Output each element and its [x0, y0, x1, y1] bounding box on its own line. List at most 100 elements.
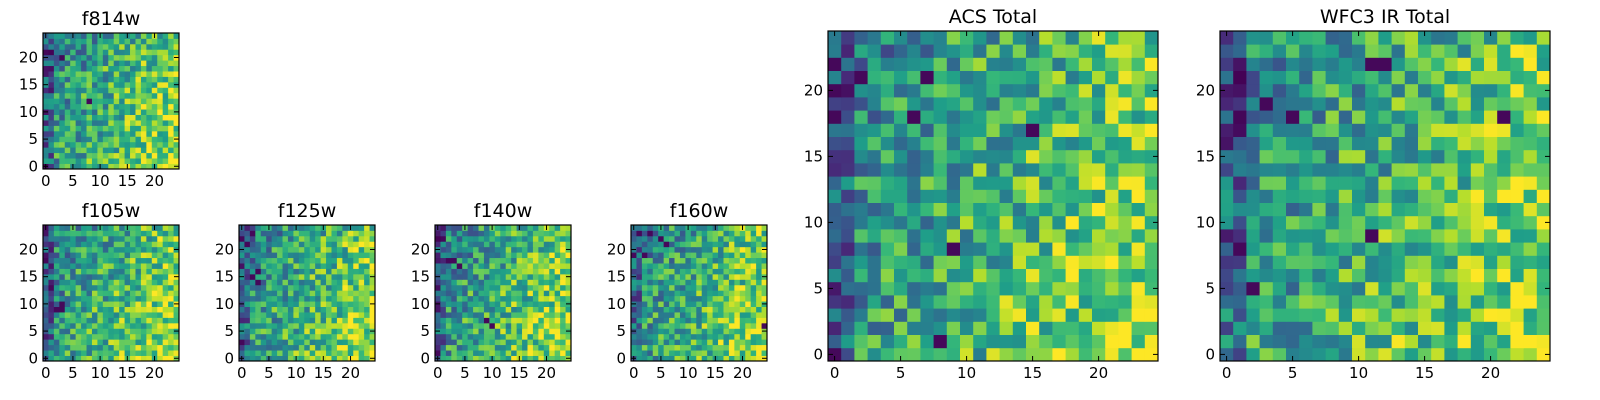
heatmap-cell	[1052, 242, 1066, 256]
heatmap-cell	[652, 268, 659, 275]
heatmap-cell	[91, 103, 98, 110]
heatmap-cell	[108, 49, 115, 56]
heatmap-cell	[652, 257, 659, 264]
heatmap-cell	[841, 229, 855, 243]
heatmap-cell	[679, 273, 686, 280]
heatmap-cell	[347, 290, 354, 297]
heatmap-cell	[53, 49, 60, 56]
heatmap-cell	[135, 54, 142, 61]
heatmap-cell	[728, 273, 735, 280]
heatmap-cell	[734, 268, 741, 275]
heatmap-cell	[364, 273, 370, 280]
heatmap-cell	[1312, 255, 1326, 269]
heatmap-cell	[364, 252, 370, 259]
heatmap-cell	[298, 241, 305, 248]
heatmap-cell	[636, 301, 643, 307]
heatmap-cell	[277, 279, 283, 286]
heatmap-cell	[64, 38, 71, 45]
heatmap-cell	[1457, 308, 1472, 322]
heatmap-cell	[894, 281, 908, 296]
x-tick-label: 10	[287, 364, 306, 382]
heatmap-cell	[451, 339, 458, 346]
heatmap-cell	[663, 284, 670, 291]
heatmap-cell	[91, 38, 98, 45]
heatmap-cell	[1039, 281, 1053, 296]
heatmap-cell	[1510, 242, 1524, 256]
heatmap-cell	[48, 306, 55, 313]
heatmap-cell	[336, 322, 343, 329]
heatmap-cell	[894, 149, 908, 164]
heatmap-cell	[1065, 176, 1080, 190]
heatmap-cell	[669, 273, 675, 280]
heatmap-cell	[364, 279, 370, 286]
heatmap-cell	[674, 295, 681, 302]
heatmap-cell	[91, 333, 98, 340]
heatmap-cell	[130, 98, 136, 105]
heatmap-cell	[140, 312, 147, 318]
heatmap-cell	[1272, 31, 1287, 45]
heatmap-cell	[70, 241, 77, 248]
heatmap-cell	[97, 54, 104, 61]
heatmap-cell	[554, 246, 561, 253]
heatmap-cell	[326, 225, 332, 231]
heatmap-cell	[151, 312, 158, 318]
heatmap-cell	[1338, 57, 1353, 71]
heatmap-cell	[854, 202, 868, 217]
heatmap-cell	[97, 103, 104, 110]
heatmap-cell	[1233, 97, 1247, 111]
heatmap-cell	[266, 333, 273, 340]
heatmap-cell	[119, 284, 125, 291]
heatmap-cell	[91, 241, 98, 248]
heatmap-cell	[462, 273, 469, 280]
heatmap-cell	[500, 257, 507, 264]
heatmap-cell	[527, 252, 534, 259]
heatmap-cell	[1352, 136, 1366, 151]
heatmap-cell	[124, 54, 131, 61]
heatmap-cell	[1312, 229, 1326, 243]
heatmap-cell	[478, 263, 485, 269]
heatmap-cell	[636, 257, 643, 264]
heatmap-cell	[1497, 149, 1511, 164]
heatmap-cell	[1052, 281, 1066, 296]
heatmap-cell	[86, 43, 93, 50]
heatmap-cell	[756, 263, 762, 269]
heatmap-cell	[260, 225, 267, 231]
heatmap-cell	[756, 339, 762, 346]
heatmap-cell	[97, 284, 104, 291]
heatmap-cell	[64, 163, 71, 170]
heatmap-cell	[91, 158, 98, 164]
heatmap-cell	[358, 295, 365, 302]
heatmap-cell	[48, 339, 55, 346]
heatmap-cell	[1444, 321, 1458, 335]
heatmap-cell	[1338, 83, 1353, 98]
heatmap-cell	[750, 355, 757, 362]
heatmap-cell	[685, 322, 692, 329]
heatmap-cell	[828, 308, 842, 322]
heatmap-cell	[734, 344, 741, 351]
heatmap-cell	[1391, 83, 1406, 98]
heatmap-cell	[750, 322, 757, 329]
heatmap-cell	[690, 279, 697, 286]
heatmap-cell	[336, 350, 343, 356]
heatmap-cell	[271, 273, 278, 280]
heatmap-cell	[854, 321, 868, 335]
heatmap-cell	[97, 268, 104, 275]
heatmap-cell	[445, 284, 452, 291]
heatmap-cell	[631, 295, 637, 302]
heatmap-cell	[249, 225, 256, 231]
heatmap-cell	[91, 301, 98, 307]
heatmap-cell	[867, 334, 882, 349]
heatmap-cell	[119, 306, 125, 313]
heatmap-cell	[723, 235, 730, 242]
heatmap-cell	[1026, 334, 1040, 349]
heatmap-cell	[298, 246, 305, 253]
heatmap-cell	[1118, 83, 1132, 98]
heatmap-cell	[119, 355, 125, 362]
heatmap-cell	[756, 252, 762, 259]
heatmap-cell	[81, 344, 87, 351]
heatmap-cell	[342, 333, 349, 340]
heatmap-cell	[516, 241, 523, 248]
heatmap-cell	[494, 284, 501, 291]
heatmap-cell	[554, 241, 561, 248]
heatmap-cell	[326, 284, 332, 291]
